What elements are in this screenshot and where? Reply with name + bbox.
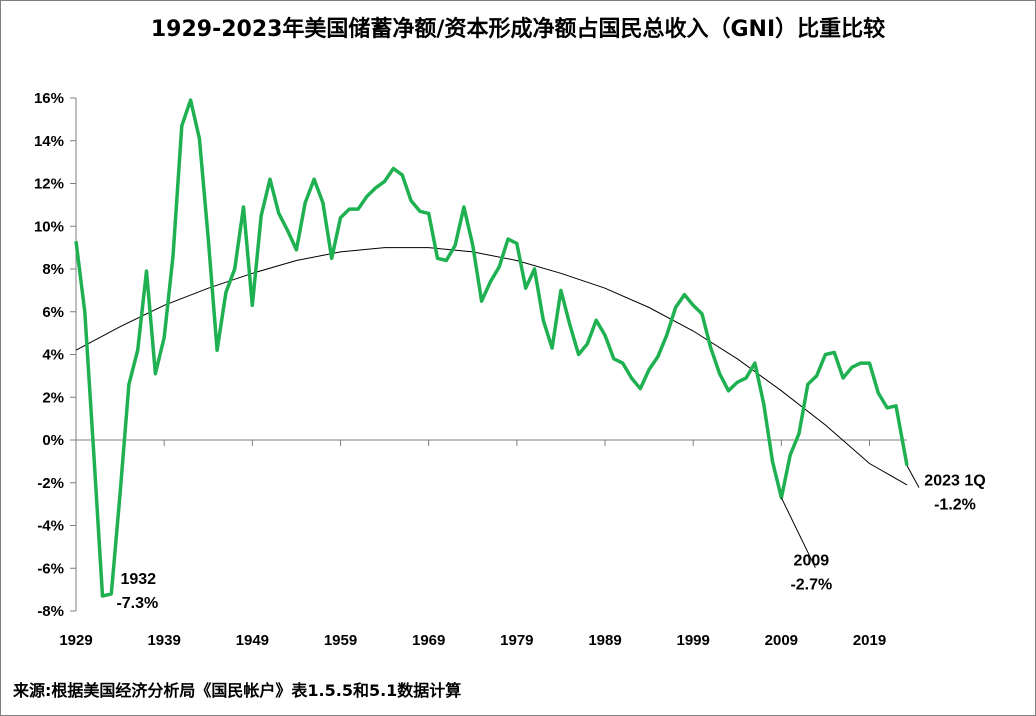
x-tick-label: 1929 (59, 632, 92, 649)
x-tick-label: 2019 (853, 632, 886, 649)
savings-line (74, 98, 909, 598)
x-tick-label: 1969 (412, 632, 445, 649)
y-tick-label: -8% (37, 603, 64, 620)
y-tick-label: 0% (42, 432, 64, 449)
y-tick-label: 8% (42, 261, 64, 278)
x-tick-label: 1989 (588, 632, 621, 649)
x-tick-label: 1939 (147, 632, 180, 649)
x-tick-label: 1979 (500, 632, 533, 649)
annotations: 1932 -7.3% 2009 -2.7% 2023 1Q -1.2% (116, 465, 986, 612)
source-note: 来源:根据美国经济分析局《国民帐户》表1.5.5和5.1数据计算 (13, 681, 462, 700)
y-tick-label: -2% (37, 475, 64, 492)
y-tick-label: -4% (37, 518, 64, 535)
annotation-leader (780, 497, 816, 568)
x-tick-label: 2009 (765, 632, 798, 649)
annotation-value: -1.2% (934, 497, 976, 514)
y-tick-label: 6% (42, 304, 64, 321)
x-tick-label: 1959 (324, 632, 357, 649)
trend-line (75, 247, 908, 486)
annotation-value: -2.7% (790, 577, 832, 594)
annotation-value: -7.3% (116, 595, 158, 612)
annotation-year: 1932 (120, 571, 156, 588)
annotation-year: 2023 1Q (924, 473, 985, 490)
x-tick-label: 1999 (677, 632, 710, 649)
y-tick-label: 12% (34, 176, 64, 193)
series-lines (74, 98, 909, 598)
y-tick-label: 4% (42, 347, 64, 364)
y-tick-label: 2% (42, 389, 64, 406)
annotation-year: 2009 (794, 553, 830, 570)
y-tick-label: 10% (34, 218, 64, 235)
chart-title: 1929-2023年美国储蓄净额/资本形成净额占国民总收入（GNI）比重比较 (150, 17, 886, 42)
y-tick-label: 14% (34, 133, 64, 150)
x-tick-label: 1949 (236, 632, 269, 649)
annotation-leader (906, 465, 920, 488)
axes (70, 97, 907, 612)
y-tick-labels: 16% 14% 12% 10% 8% 6% 4% 2% 0% -2% -4% -6% -8% (34, 90, 64, 620)
y-tick-label: -6% (37, 560, 64, 577)
x-tick-labels: 1929 1939 1949 1959 1969 1979 1989 1999 2009 2019 (59, 632, 886, 649)
y-tick-label: 16% (34, 90, 64, 107)
